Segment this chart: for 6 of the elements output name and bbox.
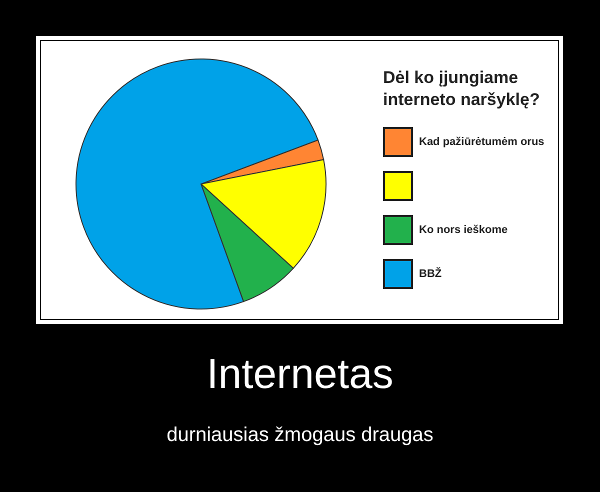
text: durniausias žmogaus draugas [166, 424, 434, 447]
legend-label: Kad pažiūrėtumėm orus [419, 136, 544, 148]
legend-title: Dėl ko įjungiame interneto naršyklę? [383, 67, 541, 111]
legend-label: Ko nors ieškome [419, 224, 508, 236]
text: Internetas [206, 350, 394, 398]
legend-label: BBŽ [419, 268, 442, 280]
